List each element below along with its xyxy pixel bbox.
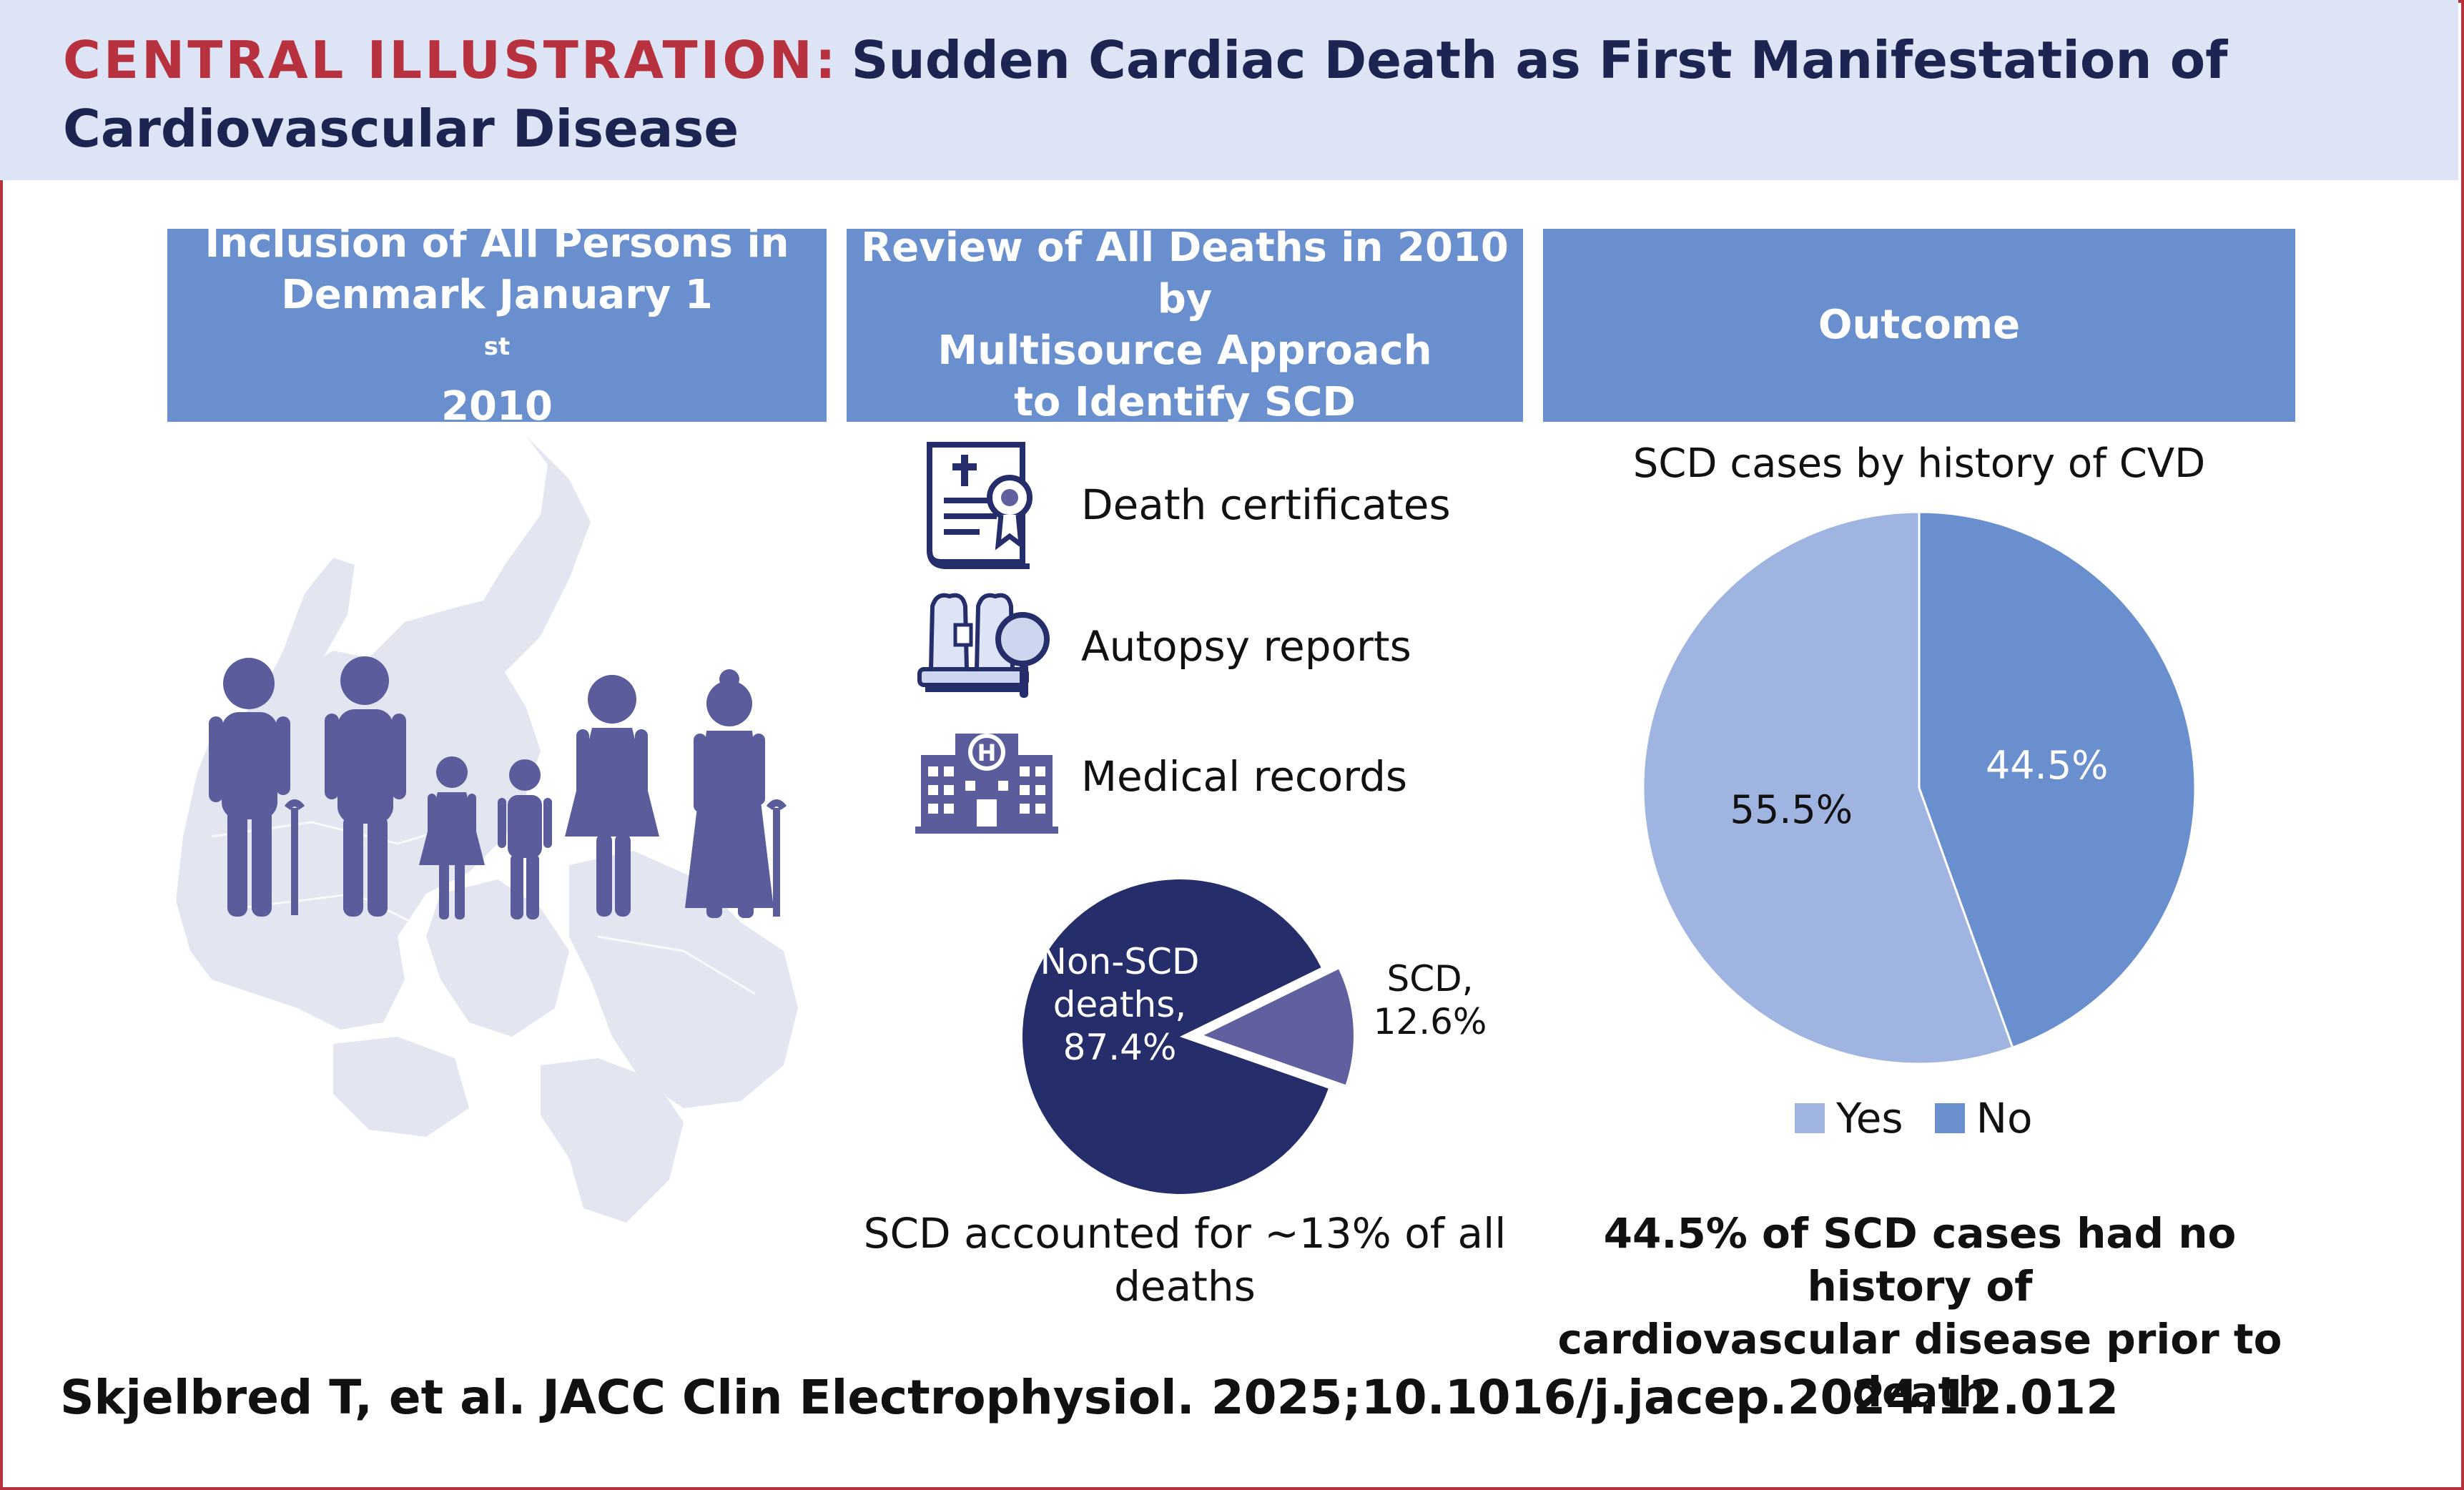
pie-label-yes: 55.5% (1730, 787, 1853, 832)
inclusion-line-2-year: 2010 (441, 383, 553, 430)
hospital-icon: H (915, 734, 1058, 834)
title-line-2: Cardiovascular Disease (63, 99, 739, 159)
pie-label-non-scd: Non-SCD (1040, 941, 1200, 982)
review-line-1: Review of All Deaths in 2010 by (861, 225, 1509, 322)
pie-slice-non-scd (1022, 879, 1329, 1194)
denmark-map-illustration (176, 436, 798, 1223)
outcome-caption-line-1: 44.5% of SCD cases had no history of (1603, 1209, 2237, 1311)
title-kicker: CENTRAL ILLUSTRATION: (63, 30, 839, 90)
page-title: CENTRAL ILLUSTRATION: Sudden Cardiac Deat… (63, 26, 2423, 163)
pie-label-non-scd: deaths, (1053, 984, 1186, 1025)
pie-label-no: 44.5% (1986, 743, 2109, 788)
outcome-header: Outcome (1543, 229, 2295, 422)
inclusion-line-2: Denmark January 1 st 2010 (204, 270, 789, 433)
deaths-caption: SCD accounted for ~13% of all deaths (847, 1207, 1523, 1313)
legend-item-yes: Yes (1795, 1094, 1903, 1143)
review-header: Review of All Deaths in 2010 by Multisou… (847, 225, 1523, 425)
source-death-certificates: Death certificates (915, 440, 1530, 569)
inclusion-header: Inclusion of All Persons in Denmark Janu… (167, 220, 827, 430)
outcome-caption-line-2: cardiovascular disease prior to death (1557, 1315, 2282, 1416)
pie-slice-yes (1642, 510, 2014, 1065)
source-medical-records: H Medical records (915, 712, 1530, 841)
outcome-pie-title: SCD cases by history of CVD (1632, 440, 2206, 487)
deaths-caption-line-1: SCD accounted for ~13% of all (863, 1209, 1507, 1258)
pie-slice-no (1918, 510, 2197, 1050)
pie-label-non-scd: 87.4% (1063, 1027, 1177, 1068)
header: CENTRAL ILLUSTRATION: Sudden Cardiac Deat… (0, 0, 2458, 180)
citation: Skjelbred T, et al. JACC Clin Electrophy… (60, 1370, 2119, 1425)
source-label: Death certificates (1081, 480, 1451, 529)
source-label: Autopsy reports (1081, 622, 1411, 671)
autopsy-icon (917, 593, 1050, 698)
legend-swatch-no (1934, 1103, 1965, 1133)
outcome-label: Outcome (1818, 302, 2021, 348)
inclusion-superscript: st (483, 332, 511, 361)
legend-item-no: No (1934, 1094, 2033, 1143)
review-line-3: to Identify SCD (1014, 379, 1356, 425)
title-line-1: Sudden Cardiac Death as First Manifestat… (851, 30, 2228, 90)
pie-label-scd: 12.6% (1374, 1001, 1487, 1042)
source-autopsy-reports: Autopsy reports (915, 582, 1530, 711)
deaths-caption-line-2: deaths (1114, 1262, 1256, 1311)
inclusion-line-2-text: Denmark January 1 (281, 271, 713, 318)
outcome-pie-chart: 44.5% 55.5% (1642, 510, 2197, 1065)
svg-text:H: H (977, 739, 997, 766)
review-line-2: Multisource Approach (937, 327, 1432, 374)
legend-label-no: No (1976, 1094, 2033, 1143)
source-label: Medical records (1081, 752, 1408, 801)
family-figures (209, 656, 787, 919)
inclusion-line-1: Inclusion of All Persons in (204, 219, 789, 267)
outcome-legend: Yes No (1795, 1094, 2050, 1143)
outcome-caption: 44.5% of SCD cases had no history of car… (1516, 1207, 2324, 1419)
pie-label-scd: SCD, (1386, 958, 1473, 1000)
legend-swatch-yes (1795, 1103, 1825, 1133)
legend-label-yes: Yes (1836, 1094, 1903, 1143)
death-certificate-icon (927, 442, 1033, 569)
pie-slice-scd (1193, 963, 1358, 1090)
